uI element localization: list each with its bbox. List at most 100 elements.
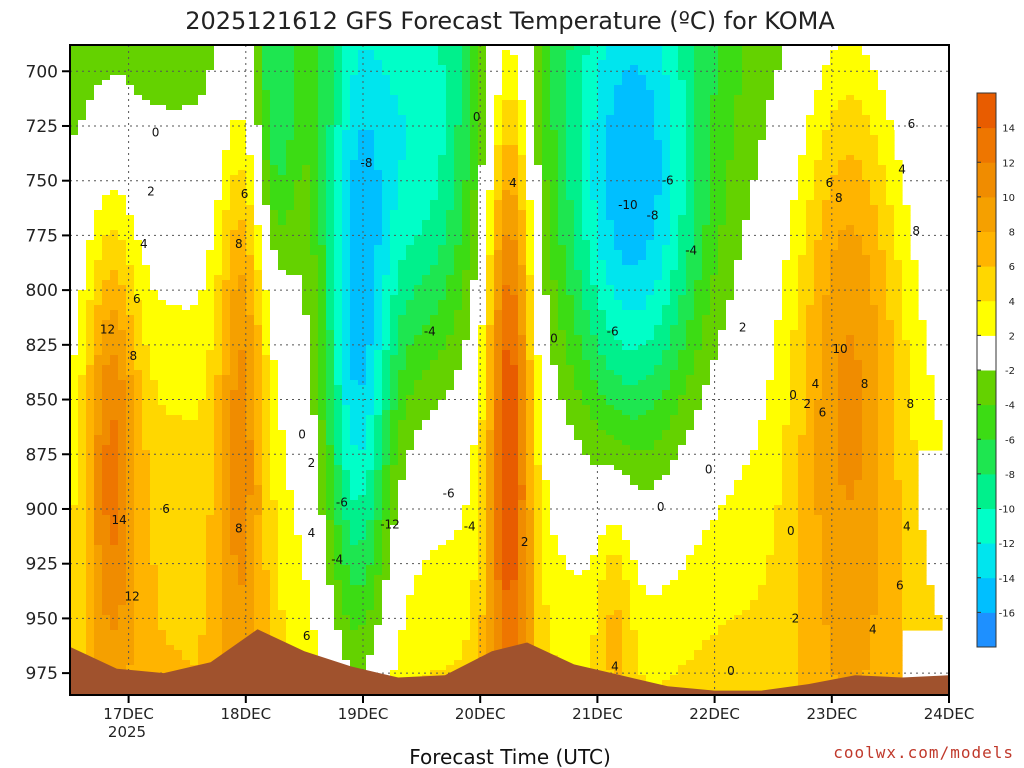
contour-label: 8 (835, 191, 843, 205)
y-tick-label: 950 (26, 609, 58, 629)
contour-label: -8 (647, 209, 659, 223)
contour-label: 4 (812, 377, 820, 391)
contour-label: 6 (133, 292, 141, 306)
colorbar-label: 6 (1009, 262, 1015, 273)
x-tick-label: 20DEC (455, 705, 506, 723)
contour-label: 0 (657, 500, 665, 514)
contour-label: 6 (826, 176, 834, 190)
contour-label: 4 (308, 526, 316, 540)
contour-label: 6 (819, 406, 827, 420)
contour-label: 4 (869, 622, 877, 636)
contour-label: 8 (235, 237, 243, 251)
contour-label: 2 (792, 611, 800, 625)
colorbar-label: -16 (999, 608, 1015, 619)
y-tick-label: 900 (26, 500, 58, 520)
contour-label: 4 (898, 163, 906, 177)
colorbar-swatch (977, 370, 996, 406)
x-tick-label: 22DEC (689, 705, 740, 723)
colorbar-swatch (977, 473, 996, 509)
contour-label: 4 (140, 237, 148, 251)
colorbar-swatch (977, 231, 996, 267)
temperature-field (70, 45, 943, 695)
contour-label: 8 (129, 349, 137, 363)
colorbar-swatch (977, 543, 996, 579)
y-axis: 700 725 750 775 800 825 850 875 900 925 950 975 (26, 62, 70, 684)
contour-label: -6 (443, 487, 455, 501)
y-tick-label: 875 (26, 445, 58, 465)
contour-label: 0 (789, 388, 797, 402)
contour-label: 2 (739, 320, 747, 334)
colorbar-swatch (977, 439, 996, 475)
contour-label: 8 (912, 224, 920, 238)
colorbar-label: -14 (999, 574, 1015, 585)
contour-label: 4 (903, 520, 911, 534)
colorbar-swatch (977, 196, 996, 232)
colorbar-label: -10 (999, 505, 1015, 516)
x-tick-label: 19DEC (338, 705, 389, 723)
plot-frame (69, 44, 950, 696)
contour-label: 0 (550, 331, 558, 345)
colorbar-label: -8 (1005, 470, 1015, 481)
x-tick-label: 17DEC (103, 705, 154, 723)
contour-label: 8 (861, 377, 869, 391)
contour-label: 4 (611, 660, 619, 674)
contour-label: 2 (834, 29, 842, 43)
x-axis: 17DEC 18DEC 19DEC 20DEC 21DEC 22DEC 23DEC 24DEC (103, 695, 974, 723)
contour-label: 2 (308, 456, 316, 470)
contour-label: -4 (464, 520, 476, 534)
contour-label: 2 (521, 535, 529, 549)
contour-label: 6 (162, 502, 170, 516)
colorbar-label: -2 (1005, 366, 1015, 377)
chart-title: 2025121612 GFS Forecast Temperature (ºC)… (185, 7, 835, 35)
contour-label: 0 (727, 664, 735, 678)
y-tick-label: 825 (26, 336, 58, 356)
colorbar-swatch (977, 335, 996, 371)
y-tick-label: 800 (26, 281, 58, 301)
contour-label: 12 (100, 323, 115, 337)
colorbar-swatch (977, 93, 996, 129)
contour-label: 6 (303, 629, 311, 643)
colorbar-label: -6 (1005, 435, 1015, 446)
contour-label: 8 (906, 397, 914, 411)
contour-label: 0 (787, 524, 795, 538)
colorbar-swatch (977, 508, 996, 544)
contour-label: -4 (331, 552, 343, 566)
contour-label: 4 (509, 176, 517, 190)
x-tick-label: 24DEC (924, 705, 975, 723)
contour-label: 8 (235, 522, 243, 536)
y-tick-label: 775 (26, 226, 58, 246)
y-tick-label: 975 (26, 664, 58, 684)
colorbar-label: 12 (1002, 158, 1015, 169)
colorbar-label: 4 (1009, 297, 1015, 308)
terrain-fill (70, 629, 949, 695)
contour-label: 2 (803, 397, 811, 411)
y-tick-label: 700 (26, 62, 58, 82)
colorbar-label: -12 (999, 539, 1015, 550)
colorbar-swatch (977, 127, 996, 163)
contour-label: 0 (298, 428, 306, 442)
x-tick-label: 18DEC (221, 705, 272, 723)
x-tick-label: 23DEC (807, 705, 858, 723)
contour-label: 0 (473, 110, 481, 124)
contour-label: 0 (152, 126, 160, 140)
contour-label: 10 (832, 342, 847, 356)
y-tick-label: 750 (26, 172, 58, 192)
y-tick-label: 925 (26, 555, 58, 575)
colorbar-label: 2 (1009, 331, 1015, 342)
credit-text: coolwx.com/models (833, 743, 1014, 762)
colorbar-swatch (977, 300, 996, 336)
y-tick-label: 725 (26, 117, 58, 137)
x-tick-label: 21DEC (572, 705, 623, 723)
contour-label: -4 (685, 244, 697, 258)
contour-label: -6 (336, 495, 348, 509)
colorbar-swatch (977, 266, 996, 302)
contour-label: 6 (908, 117, 916, 131)
contour-label: 14 (112, 513, 127, 527)
contour-label: -10 (618, 198, 638, 212)
contour-label: 2 (147, 185, 155, 199)
colorbar-label: -4 (1005, 401, 1015, 412)
y-tick-label: 850 (26, 391, 58, 411)
colorbar: -16 -14 -12 -10 -8 -6 -4 -2 2 4 6 8 10 12 14 (976, 92, 1015, 648)
